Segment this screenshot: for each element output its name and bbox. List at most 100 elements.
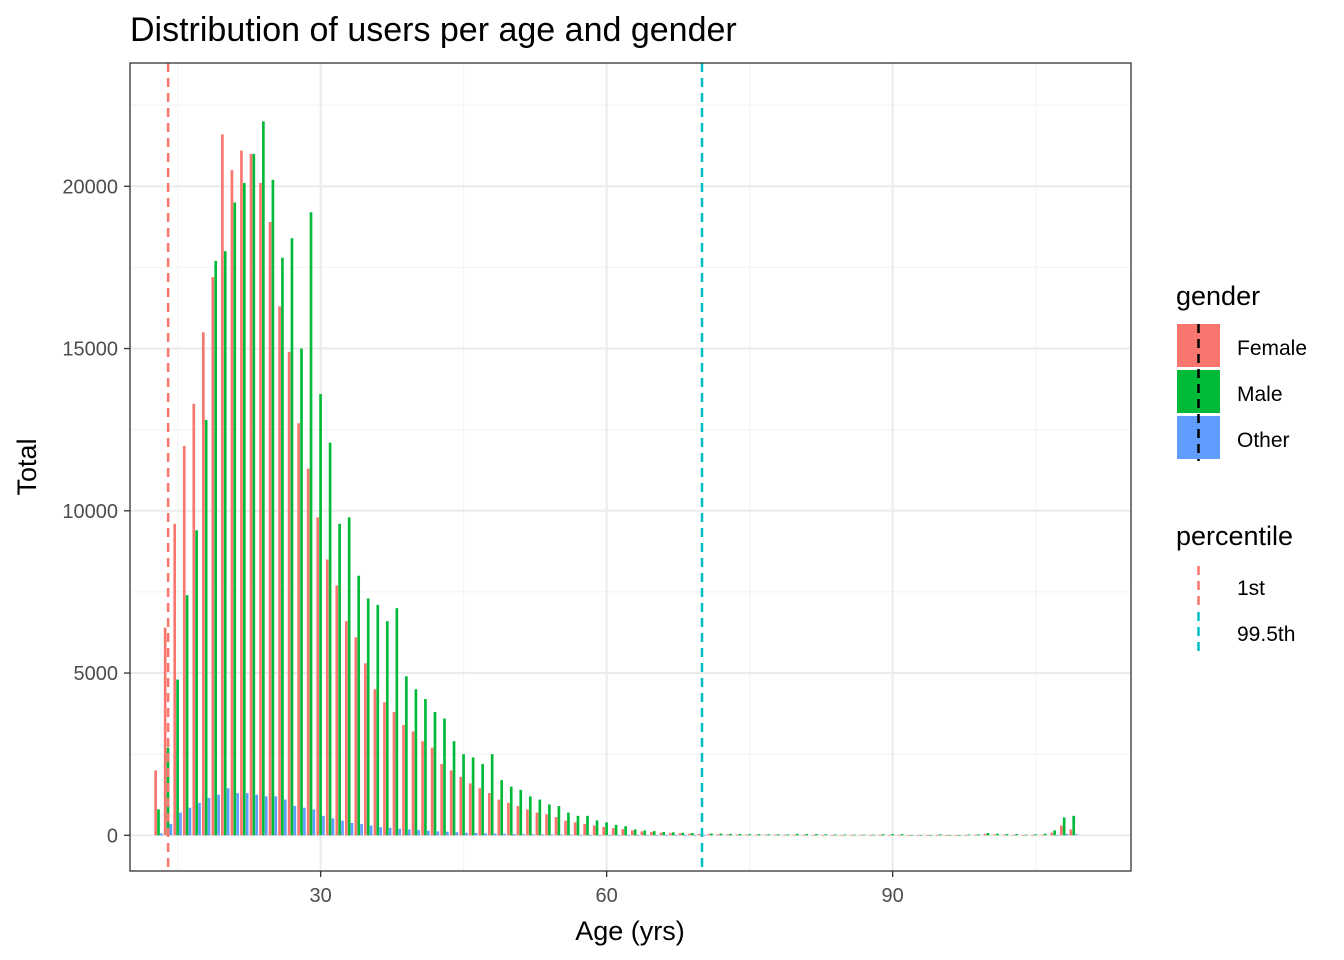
legend-label-99-5th: 99.5th (1237, 623, 1295, 646)
bar-female (259, 183, 262, 836)
bar-other (283, 799, 287, 836)
bar-female (611, 828, 615, 836)
bar-female (592, 825, 596, 836)
bar-other (341, 820, 344, 836)
bar-male (528, 796, 532, 836)
bar-male (738, 834, 742, 836)
bar-other (598, 834, 602, 836)
bar-male (805, 834, 809, 836)
bar-female (1069, 829, 1073, 836)
bar-male (557, 806, 561, 836)
bar-other (303, 807, 306, 836)
bar-female (945, 835, 949, 836)
bar-female (1021, 834, 1025, 836)
bar-other (522, 834, 525, 836)
bar-female (487, 793, 491, 836)
bar-female (383, 702, 386, 836)
bar-other (426, 830, 430, 836)
bar-male (786, 834, 790, 836)
bar-female (154, 770, 157, 836)
bar-other (484, 833, 487, 836)
bar-female (850, 835, 853, 836)
bar-female (840, 834, 844, 836)
bar-female (802, 834, 806, 836)
bar-other (512, 834, 516, 836)
bar-other (179, 812, 182, 836)
bar-male (309, 212, 313, 836)
legend-item-1st: 1st (1197, 566, 1265, 608)
bar-female (335, 585, 339, 836)
bar-male (853, 834, 856, 836)
y-tick-label: 0 (107, 825, 118, 847)
bar-female (602, 826, 606, 836)
bar-other (198, 802, 201, 836)
bar-female (507, 802, 510, 836)
bar-female (344, 621, 348, 836)
bar-female (201, 332, 205, 836)
bar-male (719, 833, 723, 836)
bar-other (293, 806, 297, 836)
legend-label-male: Male (1237, 383, 1283, 406)
bar-female (497, 799, 501, 836)
bar-other (541, 834, 545, 836)
bar-male (214, 260, 218, 836)
bar-other (264, 796, 268, 836)
bar-male (919, 834, 923, 836)
legend-item-other: Other (1177, 416, 1290, 459)
bar-other (531, 834, 535, 836)
bar-other (579, 834, 583, 836)
bar-female (478, 788, 482, 836)
x-tick-label: 30 (310, 885, 332, 907)
bar-male (1024, 834, 1028, 836)
bar-male (1062, 817, 1066, 836)
x-tick-label: 90 (882, 885, 904, 907)
bar-male (405, 676, 408, 836)
bar-male (710, 833, 713, 836)
bar-male (862, 834, 866, 836)
bar-female (964, 834, 968, 836)
bar-male (1043, 833, 1047, 836)
bar-male (538, 799, 542, 836)
bar-male (881, 834, 885, 836)
bar-female (650, 832, 653, 836)
bar-female (459, 776, 463, 836)
bar-male (424, 699, 427, 836)
bar-male (795, 833, 799, 836)
bar-female (878, 835, 882, 836)
bar-female (535, 812, 539, 836)
bar-male (900, 834, 904, 836)
bar-male (481, 763, 484, 836)
y-axis-title: Total (12, 438, 42, 495)
bar-other (169, 823, 173, 836)
bar-female (697, 834, 701, 836)
bar-female (354, 637, 358, 836)
bars (154, 121, 1078, 836)
bar-female (411, 731, 415, 836)
bar-other (617, 835, 621, 836)
legend-gender: gender Female Male Other (1176, 281, 1307, 461)
legend-percentile: percentile 1st 99.5th (1176, 521, 1295, 656)
legend-label-1st: 1st (1237, 577, 1265, 600)
bar-male (300, 348, 303, 836)
bar-other (474, 833, 478, 836)
bar-male (767, 834, 770, 836)
bar-other (674, 835, 678, 836)
bar-female (211, 277, 215, 836)
bar-female (630, 830, 634, 836)
bar-male (748, 834, 751, 836)
bar-male (271, 179, 275, 836)
bar-other (160, 833, 163, 836)
bar-other (255, 794, 259, 836)
bar-male (281, 257, 284, 836)
bar-female (859, 835, 863, 836)
bar-male (643, 830, 647, 836)
bar-female (430, 747, 434, 836)
bar-male (662, 832, 666, 836)
bar-other (665, 835, 668, 836)
bar-female (526, 809, 529, 836)
bar-female (916, 835, 920, 836)
bar-female (821, 834, 825, 836)
bar-male (996, 833, 999, 836)
bar-female (1031, 834, 1035, 836)
